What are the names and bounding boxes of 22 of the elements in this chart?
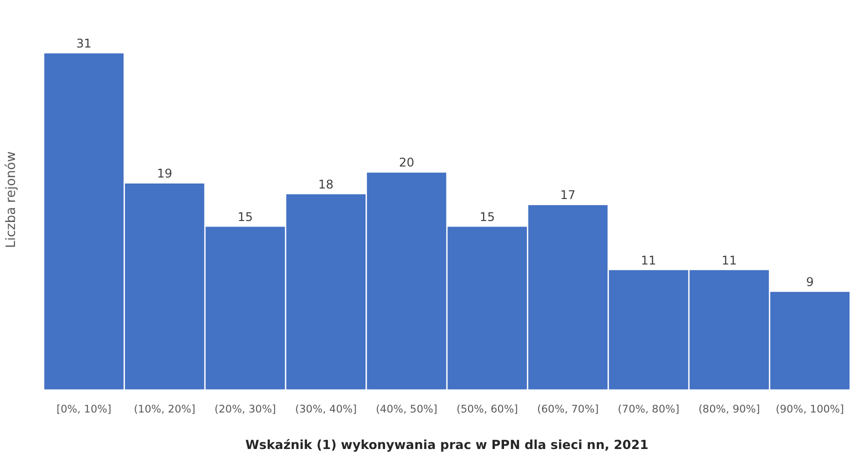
y-axis-title: Liczba rejonów [4,151,20,248]
data-label: 15 [480,210,495,224]
x-tick-label: (10%, 20%] [134,403,196,416]
x-tick-label: (90%, 100%] [776,403,844,416]
data-label: 19 [156,166,172,181]
x-tick-label: (60%, 70%] [537,403,599,416]
x-tick-label: (20%, 30%] [214,403,276,416]
data-label: 31 [76,36,92,50]
x-tick-label: (30%, 40%] [295,403,357,416]
x-tick-label: (70%, 80%] [618,403,680,416]
data-label: 15 [238,210,253,224]
x-tick-label: (50%, 60%] [456,403,518,416]
data-label: 9 [806,274,814,289]
x-tick-label: (80%, 90%] [698,403,760,416]
data-label: 17 [560,188,576,202]
x-tick-label: [0%, 10%] [56,403,112,416]
data-label: 11 [722,253,737,268]
x-axis-title: Wskaźnik (1) wykonywania prac w PPN dla sieci nn, 2021 [245,436,648,452]
x-tick-label: (40%, 50%] [376,403,438,416]
data-label: 20 [398,156,414,170]
data-label: 11 [640,253,656,268]
data-label: 18 [318,177,334,192]
